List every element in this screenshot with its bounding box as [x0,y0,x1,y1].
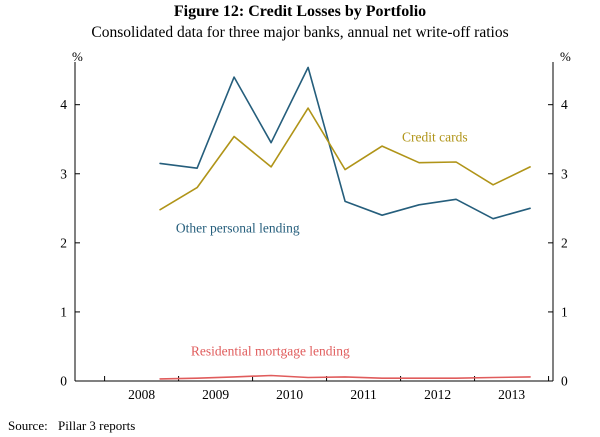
chart-subtitle: Consolidated data for three major banks,… [91,24,509,41]
chart-title: Figure 12: Credit Losses by Portfolio [173,3,427,20]
x-tick-label: 2010 [276,387,303,402]
series-label-credit-cards: Credit cards [402,129,468,144]
series-line-other-personal-lending [159,66,531,220]
y-tick-label-left: 4 [60,97,67,112]
series-label-residential-mortgage-lending: Residential mortgage lending [191,343,350,358]
x-tick-label: 2011 [350,387,377,402]
series-label-other-personal-lending: Other personal lending [176,220,300,235]
source-label: Source: [8,418,48,433]
y-tick-label-right: 4 [561,97,568,112]
series-line-credit-cards [159,107,531,211]
y-tick-label-left: 2 [60,235,67,250]
y-tick-label-left: 1 [60,304,67,319]
x-tick-label: 2013 [498,387,525,402]
y-tick-label-right: 0 [561,374,568,389]
x-tick-label: 2008 [128,387,155,402]
y-tick-label-left: 3 [60,166,67,181]
x-tick-label: 2009 [202,387,229,402]
y-tick-label-right: 3 [561,166,568,181]
y-tick-label-left: 0 [60,374,67,389]
y-axis-unit-right: % [560,49,571,64]
x-tick-label: 2012 [424,387,451,402]
y-tick-label-right: 1 [561,304,568,319]
y-tick-label-right: 2 [561,235,568,250]
y-axis-unit-left: % [72,49,83,64]
series-line-residential-mortgage-lending [159,374,531,380]
source-value: Pillar 3 reports [58,418,136,433]
